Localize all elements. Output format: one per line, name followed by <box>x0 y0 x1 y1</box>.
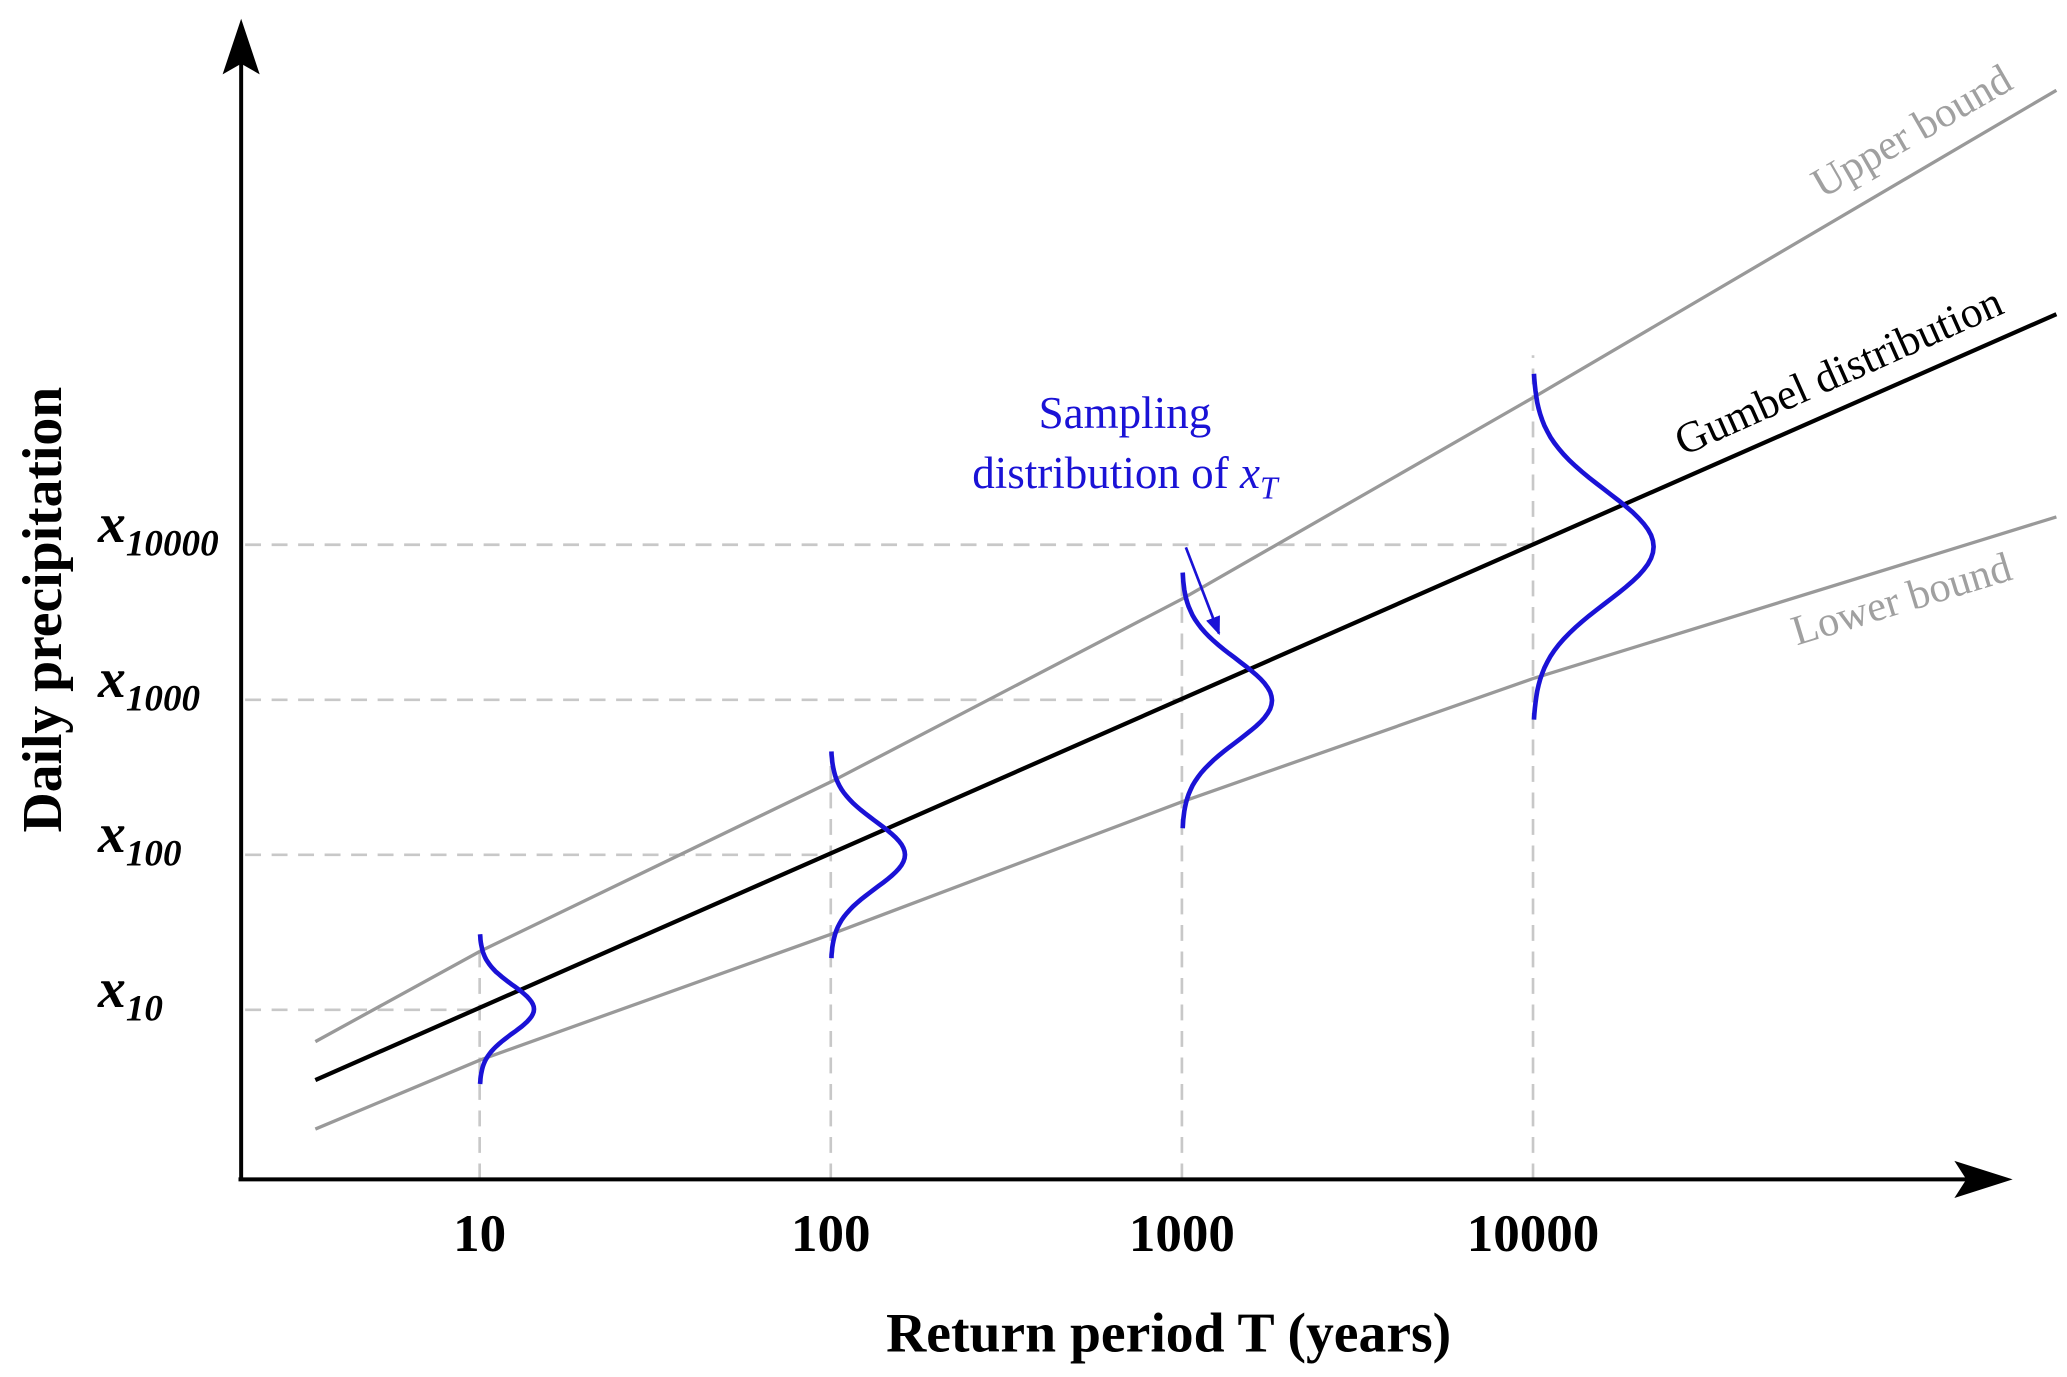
sampling-distribution-curve <box>829 751 908 959</box>
sampling-distribution-curve <box>477 934 537 1085</box>
gumbel-line <box>314 312 2058 1082</box>
sampling-distribution-curve <box>1180 572 1275 829</box>
gumbel-label: Gumbel distribution <box>1668 278 2010 466</box>
x-tick-label: 10 <box>453 1205 506 1263</box>
sampling-distribution-curve <box>1531 373 1656 720</box>
annotation-line1: Sampling <box>1039 388 1212 438</box>
sampling-distributions <box>477 373 1656 1085</box>
x-tick-label: 1000 <box>1129 1205 1235 1263</box>
y-axis-arrow-icon <box>222 18 260 75</box>
x-tick-label: 100 <box>791 1205 871 1263</box>
y-tick-label: x1000 <box>97 648 200 719</box>
y-tick-label: x100 <box>97 803 181 874</box>
y-axis-title: Daily precipitation <box>12 387 74 833</box>
annotation-arrow <box>1184 546 1221 636</box>
annotation-line2: distribution of xT <box>972 448 1280 506</box>
y-tick-label: x10 <box>97 958 163 1029</box>
x-tick-label: 10000 <box>1467 1205 1600 1263</box>
lower-bound-label: Lower bound <box>1786 544 2017 655</box>
guide-lines <box>245 355 1535 1180</box>
y-tick-label: x10000 <box>97 493 219 564</box>
lower-bound-line <box>314 515 2057 1131</box>
upper-bound-line <box>314 88 2058 1044</box>
x-axis-title: Return period T (years) <box>886 1303 1451 1365</box>
x-axis-arrow-icon <box>1954 1160 2013 1198</box>
